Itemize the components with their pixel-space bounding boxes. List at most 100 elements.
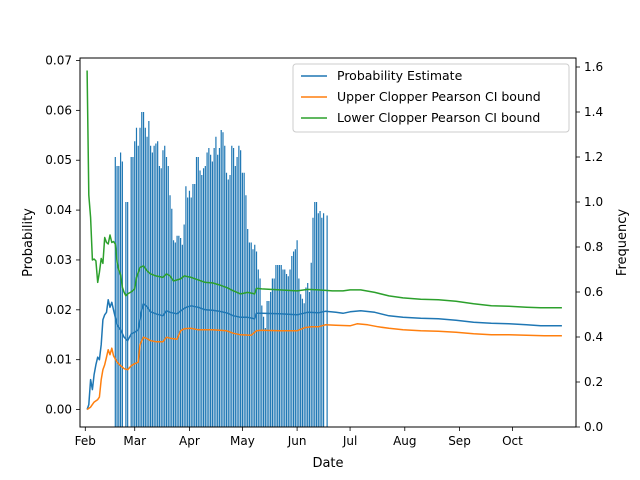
frequency-bar — [312, 217, 314, 427]
frequency-bar — [194, 184, 196, 427]
frequency-bar — [220, 130, 222, 427]
frequency-bar — [218, 148, 221, 427]
x-tick-label: Feb — [75, 434, 96, 448]
frequency-bar — [240, 150, 242, 427]
x-tick-label: Jun — [287, 434, 307, 448]
legend-label: Probability Estimate — [337, 68, 463, 83]
frequency-bar — [190, 197, 192, 427]
frequency-bar — [289, 269, 291, 427]
plot-frame — [79, 57, 577, 428]
frequency-bar — [314, 202, 316, 427]
frequency-bar — [284, 269, 286, 427]
frequency-bar — [188, 190, 191, 427]
frequency-bar — [291, 256, 293, 427]
frequency-bar — [202, 168, 205, 427]
frequency-bar — [321, 217, 323, 427]
x-tick-label: Apr — [179, 434, 200, 448]
frequency-bar — [167, 166, 169, 427]
frequency-bar — [172, 240, 175, 427]
frequency-bar — [259, 278, 261, 427]
frequency-bar — [287, 276, 289, 427]
frequency-bar — [201, 175, 203, 427]
y-right-tick-label: 0.8 — [584, 240, 603, 254]
frequency-bar — [118, 166, 120, 427]
frequency-bar — [139, 127, 141, 427]
frequency-bar — [208, 148, 210, 427]
series-line-3 — [86, 70, 562, 309]
frequency-bar — [222, 132, 224, 427]
frequency-bar — [210, 154, 212, 427]
frequency-bar — [169, 195, 171, 427]
y-right-tick-label: 0.6 — [584, 285, 603, 299]
frequency-bar — [225, 172, 228, 427]
frequency-bar — [305, 287, 307, 427]
frequency-bar — [162, 150, 164, 427]
frequency-bar — [213, 148, 215, 427]
frequency-bar — [298, 278, 300, 427]
x-axis-label: Date — [312, 456, 343, 471]
y-left-tick-label: 0.01 — [45, 353, 72, 367]
frequency-bar — [303, 303, 305, 427]
y-right-tick-label: 1.6 — [584, 60, 603, 74]
frequency-bar — [238, 145, 240, 427]
frequency-bar — [264, 328, 266, 427]
frequency-bar — [148, 121, 150, 427]
x-tick-label: May — [230, 434, 255, 448]
y-axis-left: 0.00 0.01 0.02 0.03 0.04 0.05 0.06 0.07 — [45, 53, 80, 417]
frequency-bar — [165, 157, 168, 427]
frequency-bar — [255, 251, 258, 427]
frequency-bar — [317, 213, 319, 427]
frequency-bar — [310, 262, 312, 427]
y-left-tick-label: 0.04 — [45, 203, 72, 217]
x-tick-label: Jul — [342, 434, 357, 448]
frequency-bar — [141, 112, 143, 427]
frequency-bar — [262, 316, 265, 427]
series-line-2 — [86, 323, 562, 411]
series-line-1 — [86, 299, 562, 410]
frequency-bar — [292, 251, 295, 427]
legend-label: Lower Clopper Pearson CI bound — [337, 110, 540, 125]
frequency-bar — [278, 265, 281, 427]
frequency-bar — [146, 136, 148, 427]
frequency-bar — [229, 175, 231, 427]
frequency-bar — [275, 265, 277, 427]
frequency-bar — [300, 294, 302, 427]
y-axis-left-label: Probability — [21, 208, 36, 277]
frequency-bar — [232, 148, 235, 427]
legend-label: Upper Clopper Pearson CI bound — [337, 89, 541, 104]
frequency-bar — [308, 292, 311, 427]
frequency-bar — [296, 240, 298, 427]
frequency-bar — [307, 283, 309, 427]
frequency-bar — [150, 145, 152, 427]
frequency-bar — [301, 298, 304, 427]
y-right-tick-label: 1.0 — [584, 195, 603, 209]
frequency-bar — [158, 166, 161, 427]
frequency-bar — [231, 145, 233, 427]
frequency-bar — [183, 224, 185, 427]
frequency-bar — [114, 157, 116, 427]
frequency-bar — [326, 215, 328, 427]
frequency-bar — [266, 301, 268, 427]
frequency-bar — [227, 179, 229, 427]
y-left-tick-label: 0.03 — [45, 253, 72, 267]
y-axis-right: 0.0 0.2 0.4 0.6 0.8 1.0 1.2 1.4 1.6 — [576, 60, 603, 434]
frequency-bar — [282, 269, 284, 427]
frequency-bar — [197, 157, 199, 427]
frequency-bar — [268, 301, 270, 427]
frequency-bar — [285, 274, 288, 427]
y-right-tick-label: 1.2 — [584, 150, 603, 164]
frequency-bar — [294, 249, 296, 427]
frequency-bar — [125, 202, 127, 427]
frequency-bar — [181, 244, 183, 427]
frequency-bar — [176, 235, 178, 427]
y-right-tick-label: 0.0 — [584, 420, 603, 434]
frequency-bar — [234, 166, 236, 427]
probability-lines — [86, 70, 562, 411]
frequency-bar — [119, 152, 122, 427]
frequency-bar — [137, 145, 139, 427]
y-left-tick-label: 0.06 — [45, 103, 72, 117]
frequency-bar — [245, 195, 247, 427]
frequency-bar — [247, 229, 249, 427]
frequency-bar — [155, 143, 157, 427]
frequency-bar — [142, 112, 145, 427]
